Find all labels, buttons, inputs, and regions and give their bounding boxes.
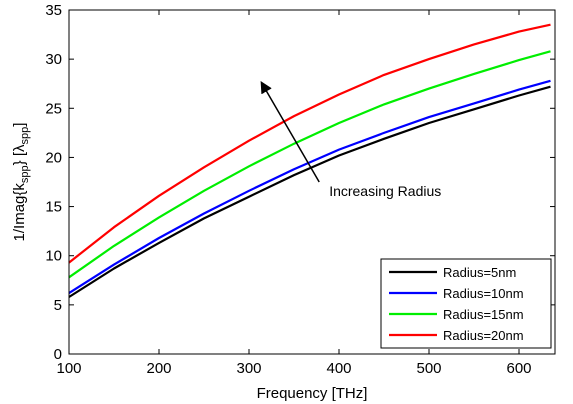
y-tick-label: 0 (54, 346, 62, 363)
plot-frame (68, 9, 556, 355)
x-tick-label: 100 (56, 360, 81, 377)
annotation-layer: Increasing Radius (260, 81, 441, 199)
legend-box (380, 258, 552, 349)
y-tick-label: 20 (45, 149, 62, 166)
y-tick-label: 15 (45, 199, 62, 216)
y-tick-label: 5 (54, 297, 62, 314)
legend-label: Radius=10nm (443, 286, 524, 301)
y-axis-label-sub1: spp (19, 165, 31, 183)
y-tick-label: 30 (45, 51, 62, 68)
y-axis-label-main: 1/Imag{k (11, 183, 28, 242)
y-ticks: 0 5 10 15 20 25 30 35 (45, 2, 555, 363)
y-tick-label: 25 (45, 100, 62, 117)
y-axis-label: 1/Imag{kspp} [λspp] (11, 123, 31, 242)
series-line (68, 85, 551, 298)
series-line (68, 50, 551, 279)
legend-label: Radius=15nm (443, 307, 524, 322)
y-axis-label-end: ] (11, 123, 28, 127)
legend-label: Radius=20nm (443, 328, 524, 343)
legend: Radius=5nm Radius=10nm Radius=15nm Radius=2… (380, 258, 552, 349)
series-layer (68, 23, 551, 298)
x-tick-label: 600 (506, 360, 531, 377)
x-tick-label: 200 (146, 360, 171, 377)
x-tick-label: 300 (236, 360, 261, 377)
y-axis-label-mid: } [λ (11, 144, 28, 165)
y-tick-label: 10 (45, 248, 62, 265)
annotation-arrow (260, 81, 320, 183)
x-tick-label: 500 (416, 360, 441, 377)
series-line (68, 79, 551, 295)
x-tick-label: 400 (326, 360, 351, 377)
x-ticks: 100 200 300 400 500 600 (56, 10, 532, 377)
x-axis-label: Frequency [THz] (257, 385, 368, 402)
y-axis-label-sub2: spp (19, 127, 31, 145)
annotation-text: Increasing Radius (329, 183, 441, 199)
series-line (68, 23, 551, 264)
y-tick-label: 35 (45, 2, 62, 19)
legend-label: Radius=5nm (443, 265, 516, 280)
